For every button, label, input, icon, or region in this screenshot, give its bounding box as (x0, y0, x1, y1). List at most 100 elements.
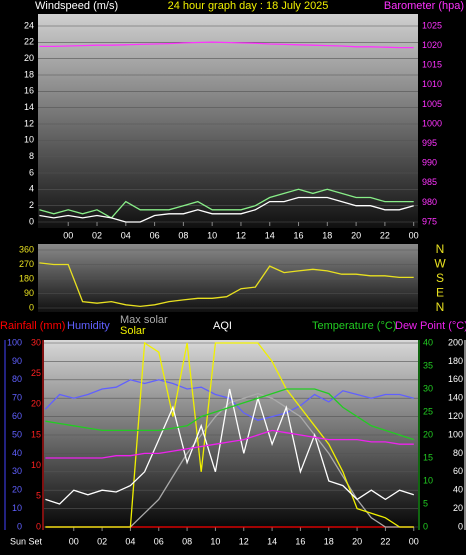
y-tick-label: 70 (12, 393, 22, 403)
series-line (45, 388, 415, 505)
y-tick-label: 20 (31, 399, 41, 409)
y-tick-label: 90 (12, 356, 22, 366)
series-line (45, 429, 414, 459)
y-tick-label: N (436, 300, 445, 314)
y-tick-label: 120 (448, 411, 463, 421)
legend-entry: Rainfall (mm) (0, 320, 65, 332)
y-tick-label: E (436, 286, 444, 300)
x-tick-label: 14 (265, 230, 275, 240)
legend-entry: Solar (120, 325, 146, 337)
y-tick-label: 80 (12, 374, 22, 384)
y-tick-label: 40 (453, 485, 463, 495)
y-tick-label: 0 (458, 521, 463, 531)
y-tick-label: 50 (12, 429, 22, 439)
y-tick-label: 140 (448, 393, 463, 403)
x-tick-label: 06 (150, 230, 160, 240)
y-tick-label: 4 (29, 184, 34, 194)
series-line (39, 262, 414, 308)
y-tick-label: 20 (12, 485, 22, 495)
x-tick-label: 08 (182, 536, 192, 546)
y-tick-label: 980 (422, 197, 437, 207)
y-tick-label: 15 (423, 452, 433, 462)
y-tick-label: 40 (423, 337, 433, 347)
x-tick-label: 02 (92, 230, 102, 240)
x-tick-label: 04 (121, 230, 131, 240)
x-tick-label: 18 (322, 230, 332, 240)
x-tick-label: 16 (295, 536, 305, 546)
legend-entry: Dew Point (°C) (395, 320, 466, 332)
y-tick-label: 6 (29, 167, 34, 177)
x-tick-label: 20 (351, 230, 361, 240)
x-tick-label: 18 (324, 536, 334, 546)
y-tick-label: 12 (24, 118, 34, 128)
y-tick-label: 35 (423, 360, 433, 370)
series-line (45, 341, 414, 528)
x-tick-label: 00 (63, 230, 73, 240)
y-tick-label: 16 (24, 86, 34, 96)
y-tick-label: 10 (24, 135, 34, 145)
x-tick-label: 02 (97, 536, 107, 546)
y-tick-label: 60 (453, 466, 463, 476)
x-tick-label: 00 (409, 230, 419, 240)
y-tick-label: 100 (7, 337, 22, 347)
y-tick-label: 15 (31, 429, 41, 439)
y-tick-label: 14 (24, 102, 34, 112)
y-tick-label: 10 (31, 460, 41, 470)
y-tick-label: 40 (12, 448, 22, 458)
series-line (39, 196, 414, 223)
y-tick-label: 30 (31, 337, 41, 347)
x-tick-label: 00 (409, 536, 419, 546)
x-tick-label: 06 (154, 536, 164, 546)
legend-entry: AQI (213, 320, 232, 332)
y-tick-label: 18 (24, 69, 34, 79)
y-tick-label: 30 (12, 466, 22, 476)
y-tick-label: 0 (29, 302, 34, 312)
x-tick-label: 12 (239, 536, 249, 546)
x-tick-label: 16 (294, 230, 304, 240)
y-tick-label: 180 (19, 273, 34, 283)
y-tick-label: 1020 (422, 40, 442, 50)
y-tick-label: 0 (29, 216, 34, 226)
y-tick-label: 30 (423, 383, 433, 393)
legend-entry: Temperature (°C) (312, 320, 396, 332)
y-tick-label: 8 (29, 151, 34, 161)
legend-entry: Max solar (120, 314, 168, 326)
y-tick-label: W (434, 257, 446, 271)
y-tick-label: 0 (36, 521, 41, 531)
y-tick-label: 360 (19, 244, 34, 254)
x-tick-label: 08 (178, 230, 188, 240)
series-line (39, 188, 414, 219)
y-tick-label: S (436, 271, 444, 285)
y-tick-label: 24 (24, 20, 34, 30)
y-tick-label: 20 (423, 429, 433, 439)
series-line (44, 379, 414, 421)
y-axis-title: Windspeed (m/s) (35, 0, 118, 12)
y-tick-label: 1000 (422, 118, 442, 128)
y-tick-label: 20 (24, 53, 34, 63)
y-tick-label: 100 (448, 429, 463, 439)
x-tick-label: 14 (267, 536, 277, 546)
annotation: Sun Set (10, 536, 43, 546)
x-tick-label: 04 (125, 536, 135, 546)
series-line (45, 388, 415, 441)
x-tick-label: 10 (210, 536, 220, 546)
y-tick-label: 25 (31, 368, 41, 378)
y-tick-label: 990 (422, 158, 437, 168)
y-tick-label: 985 (422, 177, 437, 187)
y-tick-label: 25 (423, 406, 433, 416)
x-tick-label: 10 (207, 230, 217, 240)
y-tick-label: 22 (24, 37, 34, 47)
y-tick-label: 90 (24, 288, 34, 298)
x-tick-label: 12 (236, 230, 246, 240)
series-line (39, 41, 414, 49)
y-tick-label: 1025 (422, 20, 442, 30)
y-tick-label: 20 (453, 503, 463, 513)
y-tick-label: 10 (423, 475, 433, 485)
y-tick-label: 975 (422, 216, 437, 226)
y-tick-label: 1010 (422, 79, 442, 89)
plot-bg (38, 14, 418, 228)
y-tick-label: 10 (12, 503, 22, 513)
y-tick-label: 200 (448, 337, 463, 347)
